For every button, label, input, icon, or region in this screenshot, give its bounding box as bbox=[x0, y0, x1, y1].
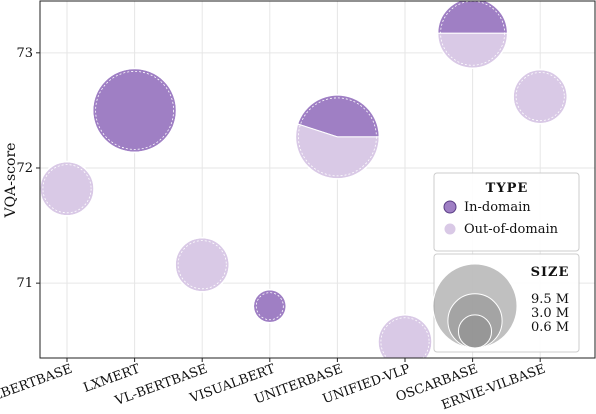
size-legend-label: 0.6 M bbox=[531, 320, 569, 335]
bubble-visualbert bbox=[252, 288, 288, 324]
bubble-unified-vlp bbox=[377, 314, 433, 358]
size-legend-label: 9.5 M bbox=[531, 292, 569, 307]
bubble-outline bbox=[174, 236, 231, 293]
type-legend-title: TYPE bbox=[486, 181, 529, 196]
size-legend-title: SIZE bbox=[531, 265, 570, 280]
bubble-inner-ring bbox=[95, 71, 175, 150]
bubble-uniter-base bbox=[294, 94, 381, 180]
bubble-outline bbox=[252, 288, 288, 324]
bubble-lxmert bbox=[91, 67, 178, 154]
x-tick-label: VILBERTBASE bbox=[0, 362, 74, 410]
type-legend-box bbox=[433, 172, 580, 252]
bubble-ernie-vil-base bbox=[512, 68, 569, 125]
size-legend: SIZE 9.5 M3.0 M0.6 M bbox=[432, 253, 580, 353]
bubble-outline bbox=[294, 94, 381, 180]
bubble-inner-ring bbox=[380, 317, 430, 358]
bubble-inner-ring bbox=[255, 292, 284, 321]
y-tick-label: 71 bbox=[16, 276, 33, 291]
y-tick-label: 72 bbox=[16, 161, 33, 176]
size-legend-label: 3.0 M bbox=[531, 306, 569, 321]
bubble-inner-ring bbox=[440, 1, 506, 66]
legend-marker bbox=[443, 222, 457, 236]
legend-label: Out-of-domain bbox=[464, 222, 559, 237]
legend-label: In-domain bbox=[464, 200, 531, 215]
x-axis: VILBERTBASE LXMERTVL-BERTBASEVISUALBERTUN… bbox=[0, 358, 548, 413]
y-axis-label: VQA-score bbox=[3, 143, 19, 219]
plot-frame bbox=[39, 0, 596, 359]
bubble-outline bbox=[40, 160, 95, 217]
bubble-outline bbox=[512, 68, 569, 125]
bubble-outline bbox=[436, 1, 509, 70]
bubble-inner-ring bbox=[177, 240, 227, 290]
bubble-vl-bert-base bbox=[174, 236, 231, 293]
bubble-inner-ring bbox=[42, 164, 92, 214]
bubble-vilbert-base bbox=[40, 160, 95, 217]
bubble-inner-ring bbox=[515, 72, 565, 122]
bubble-layer bbox=[40, 1, 569, 358]
size-legend-circle bbox=[457, 314, 493, 349]
bubble-outline bbox=[377, 314, 433, 358]
type-legend: TYPE In-domain Out-of-domain bbox=[433, 172, 580, 252]
y-axis: 71 72 73 bbox=[16, 46, 40, 291]
legend-marker bbox=[443, 200, 457, 214]
bubble-outline bbox=[91, 67, 178, 154]
bubble-oscar-base bbox=[436, 1, 509, 70]
y-tick-label: 73 bbox=[16, 46, 33, 61]
bubble-inner-ring bbox=[297, 97, 377, 177]
